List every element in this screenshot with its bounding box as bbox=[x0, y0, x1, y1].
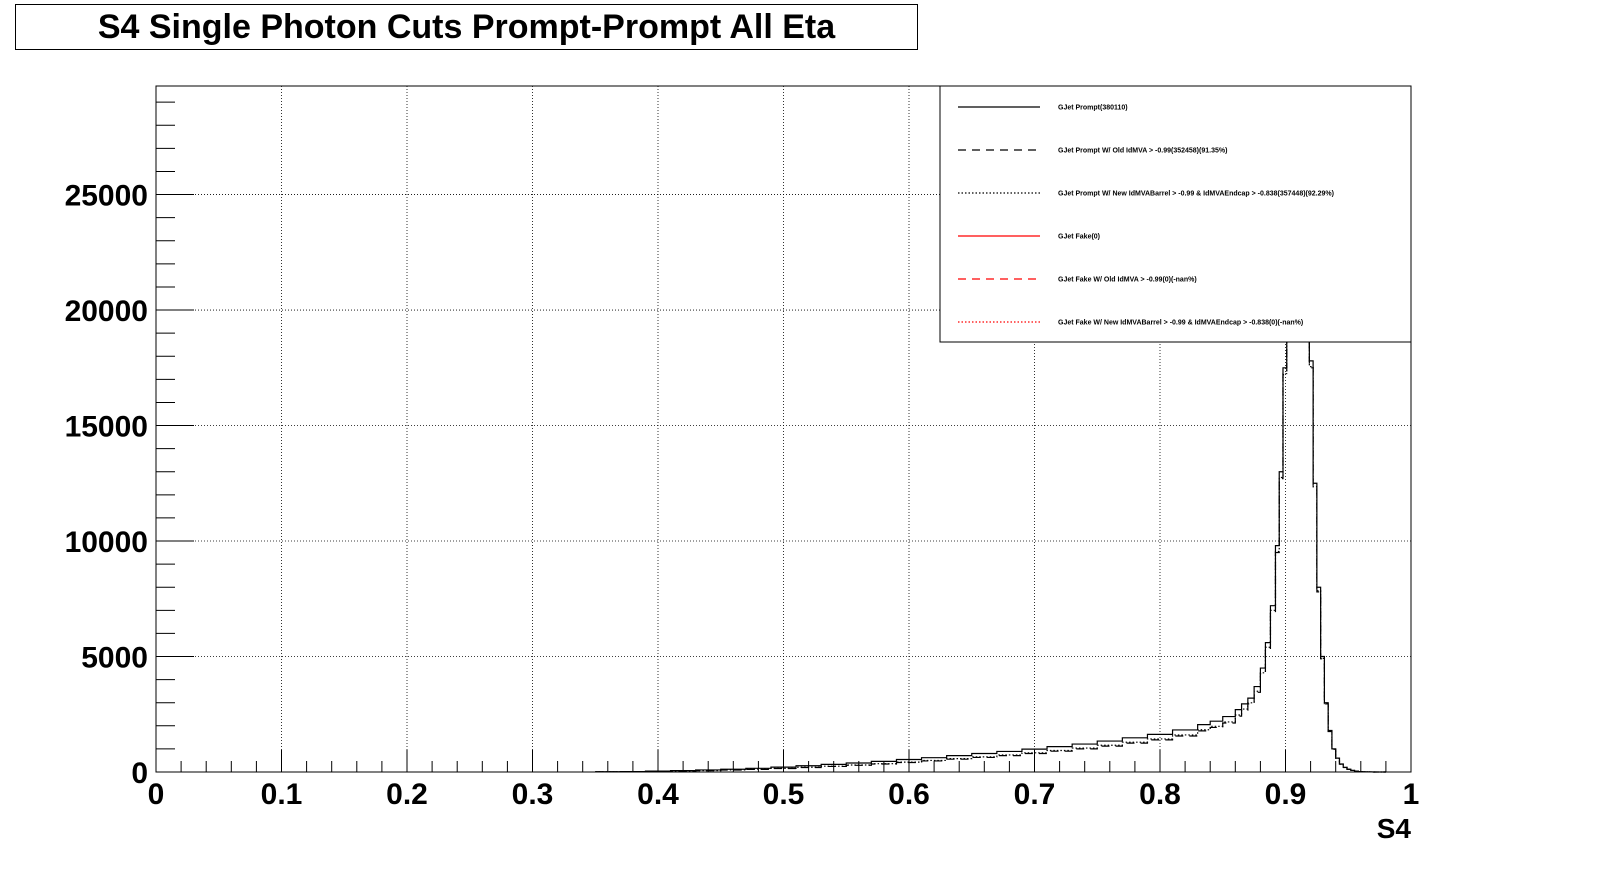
legend-entry: GJet Fake W/ New IdMVABarrel > -0.99 & I… bbox=[1058, 320, 1303, 327]
legend-entry: GJet Prompt W/ New IdMVABarrel > -0.99 &… bbox=[1058, 191, 1334, 198]
y-tick-label: 15000 bbox=[65, 411, 148, 444]
tick-labels: 0 0.1 0.2 0.3 0.4 0.5 0.6 0.7 0.8 0.9 1 0 5000 10000 1… bbox=[65, 180, 1420, 811]
x-tick-label: 0.2 bbox=[386, 778, 428, 811]
x-tick-label: 0 bbox=[148, 778, 165, 811]
legend: GJet Prompt(380110) GJet Prompt W/ Old Id… bbox=[939, 85, 1412, 343]
x-tick-label: 0.7 bbox=[1014, 778, 1056, 811]
legend-entry: GJet Prompt W/ Old IdMVA > -0.99(352458)… bbox=[1058, 148, 1227, 155]
legend-entry: GJet Fake(0) bbox=[1058, 234, 1100, 241]
x-axis-title: S4 bbox=[1377, 813, 1412, 844]
y-tick-label: 5000 bbox=[81, 642, 148, 675]
x-tick-label: 1 bbox=[1403, 778, 1420, 811]
x-tick-label: 0.3 bbox=[512, 778, 554, 811]
legend-entry: GJet Prompt(380110) bbox=[1058, 105, 1128, 112]
legend-entry: GJet Fake W/ Old IdMVA > -0.99(0)(-nan%) bbox=[1058, 277, 1197, 284]
x-tick-label: 0.1 bbox=[261, 778, 303, 811]
y-tick-label: 10000 bbox=[65, 526, 148, 559]
title-box: S4 Single Photon Cuts Prompt-Prompt All … bbox=[15, 4, 918, 50]
y-tick-label: 20000 bbox=[65, 295, 148, 328]
chart-title: S4 Single Photon Cuts Prompt-Prompt All … bbox=[97, 7, 836, 46]
x-tick-label: 0.4 bbox=[637, 778, 679, 811]
y-tick-label: 0 bbox=[131, 757, 148, 790]
x-tick-label: 0.5 bbox=[763, 778, 805, 811]
axis-ticks bbox=[155, 101, 1412, 773]
x-tick-label: 0.9 bbox=[1265, 778, 1307, 811]
legend-box bbox=[939, 85, 1412, 343]
x-tick-label: 0.6 bbox=[888, 778, 930, 811]
x-tick-label: 0.8 bbox=[1139, 778, 1181, 811]
y-tick-label: 25000 bbox=[65, 180, 148, 213]
